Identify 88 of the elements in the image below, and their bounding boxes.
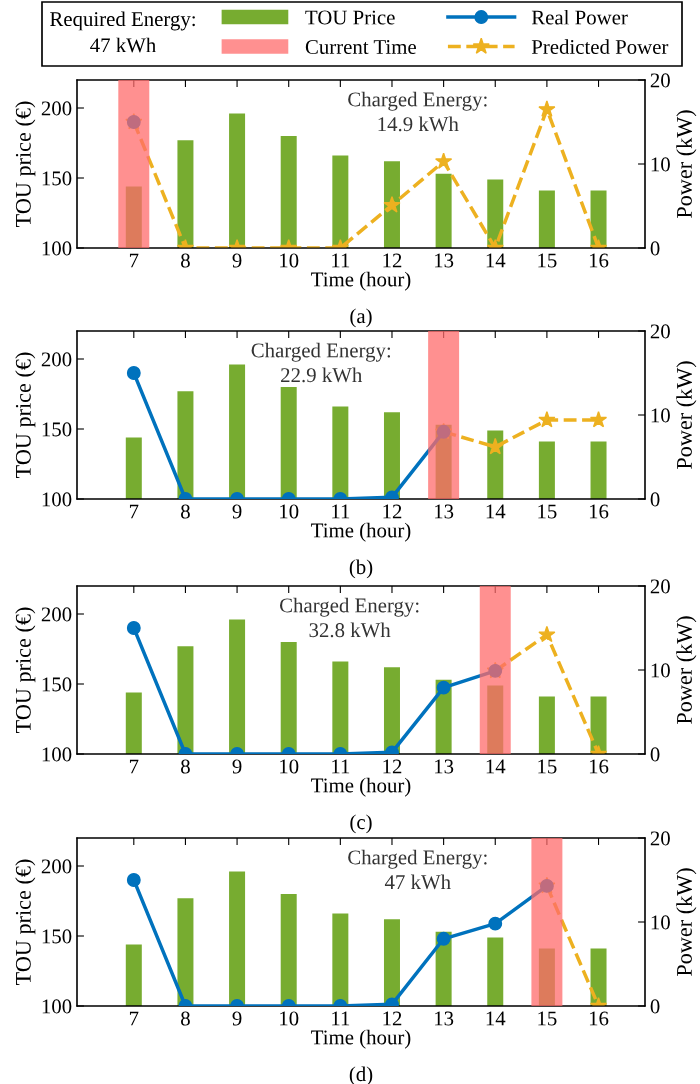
x-tick-label: 11 xyxy=(332,253,350,268)
x-axis-title: Time (hour) xyxy=(311,777,411,797)
x-tick-label: 10 xyxy=(280,253,299,268)
y-tick-label: 200 xyxy=(41,352,72,367)
text: (b) xyxy=(349,559,373,579)
x-tick-label: 12 xyxy=(383,1011,402,1026)
y-tick-label: 100 xyxy=(42,999,72,1014)
x-tick-label: 13 xyxy=(435,504,454,519)
y-tick-label: 150 xyxy=(42,171,72,186)
y2-tick-label: 10 xyxy=(651,157,670,172)
legend-label: Current Time xyxy=(305,40,416,54)
x-tick-label: 13 xyxy=(435,1011,454,1026)
y2-tick-label: 20 xyxy=(650,324,670,339)
legend-label: Predicted Power xyxy=(531,39,669,54)
x-tick-label: 8 xyxy=(181,759,190,774)
y-tick-label: 150 xyxy=(42,929,72,944)
y2-tick-label: 10 xyxy=(651,663,670,678)
y2-tick-label: 20 xyxy=(650,831,670,846)
x-tick-label: 7 xyxy=(129,1011,139,1026)
x-tick-label: 7 xyxy=(129,759,139,774)
x-tick-label: 11 xyxy=(332,1011,350,1026)
y-axis-title: TOU price (€) xyxy=(15,859,36,985)
y2-tick-label: 10 xyxy=(651,408,670,423)
x-tick-label: 10 xyxy=(280,504,299,519)
x-axis-title: Time (hour) xyxy=(311,1029,411,1049)
text: (a) xyxy=(350,308,372,328)
y2-tick-label: 0 xyxy=(650,747,660,762)
x-tick-label: 14 xyxy=(486,253,506,268)
y2-axis-title: Power (kW) xyxy=(676,868,697,976)
x-tick-label: 16 xyxy=(589,253,609,268)
y-tick-label: 100 xyxy=(42,747,72,762)
x-axis-title: Time (hour) xyxy=(311,522,411,542)
y-tick-label: 200 xyxy=(41,101,72,116)
y-tick-label: 200 xyxy=(41,859,72,874)
x-tick-label: 8 xyxy=(181,253,190,268)
x-tick-label: 11 xyxy=(332,504,350,519)
y2-tick-label: 0 xyxy=(650,492,660,507)
x-tick-label: 10 xyxy=(280,759,299,774)
x-tick-label: 14 xyxy=(486,759,506,774)
x-tick-label: 12 xyxy=(383,253,402,268)
y-tick-label: 100 xyxy=(42,492,72,507)
legend-label: Real Power xyxy=(531,9,628,25)
x-tick-label: 10 xyxy=(280,1011,299,1026)
y2-tick-label: 20 xyxy=(650,73,670,88)
y2-tick-label: 0 xyxy=(650,241,660,256)
x-tick-label: 9 xyxy=(232,504,242,519)
x-tick-label: 7 xyxy=(129,504,139,519)
y2-axis-title: Power (kW) xyxy=(676,110,697,218)
legend-title: Required Energy: 47 kWh xyxy=(50,11,195,53)
x-tick-label: 15 xyxy=(538,253,557,268)
x-tick-label: 14 xyxy=(486,504,506,519)
y-tick-label: 150 xyxy=(42,677,72,692)
x-tick-label: 12 xyxy=(383,759,402,774)
x-tick-label: 11 xyxy=(332,759,350,774)
x-tick-label: 9 xyxy=(232,759,242,774)
y2-tick-label: 0 xyxy=(650,999,660,1014)
y-axis-title: TOU price (€) xyxy=(15,101,36,227)
annotation: Charged Energy: 22.9 kWh xyxy=(251,342,391,383)
annotation: Charged Energy: 47 kWh xyxy=(348,849,487,890)
x-tick-label: 13 xyxy=(435,759,454,774)
x-tick-label: 15 xyxy=(538,504,557,519)
y-axis-title: TOU price (€) xyxy=(15,352,36,478)
x-tick-label: 16 xyxy=(589,504,609,519)
x-tick-label: 9 xyxy=(232,253,242,268)
x-tick-label: 12 xyxy=(383,504,402,519)
y2-tick-label: 10 xyxy=(651,915,670,930)
y-tick-label: 100 xyxy=(42,241,72,256)
y2-axis-title: Power (kW) xyxy=(676,616,697,724)
annotation: Charged Energy: 14.9 kWh xyxy=(348,91,487,132)
y-tick-label: 200 xyxy=(41,607,72,622)
x-tick-label: 14 xyxy=(486,1011,506,1026)
legend-label: TOU Price xyxy=(305,10,395,25)
x-tick-label: 15 xyxy=(538,759,557,774)
text: (c) xyxy=(350,814,372,834)
y-tick-label: 150 xyxy=(42,422,72,437)
x-tick-label: 15 xyxy=(538,1011,557,1026)
x-tick-label: 9 xyxy=(232,1011,242,1026)
y2-tick-label: 20 xyxy=(650,579,670,594)
x-axis-title: Time (hour) xyxy=(311,271,411,291)
y-axis-title: TOU price (€) xyxy=(15,607,36,733)
x-tick-label: 16 xyxy=(589,1011,609,1026)
x-tick-label: 7 xyxy=(129,253,139,268)
annotation: Charged Energy: 32.8 kWh xyxy=(279,597,419,638)
x-tick-label: 8 xyxy=(181,1011,190,1026)
x-tick-label: 8 xyxy=(181,504,190,519)
x-tick-label: 16 xyxy=(589,759,609,774)
x-tick-label: 13 xyxy=(435,253,454,268)
y2-axis-title: Power (kW) xyxy=(676,361,697,469)
